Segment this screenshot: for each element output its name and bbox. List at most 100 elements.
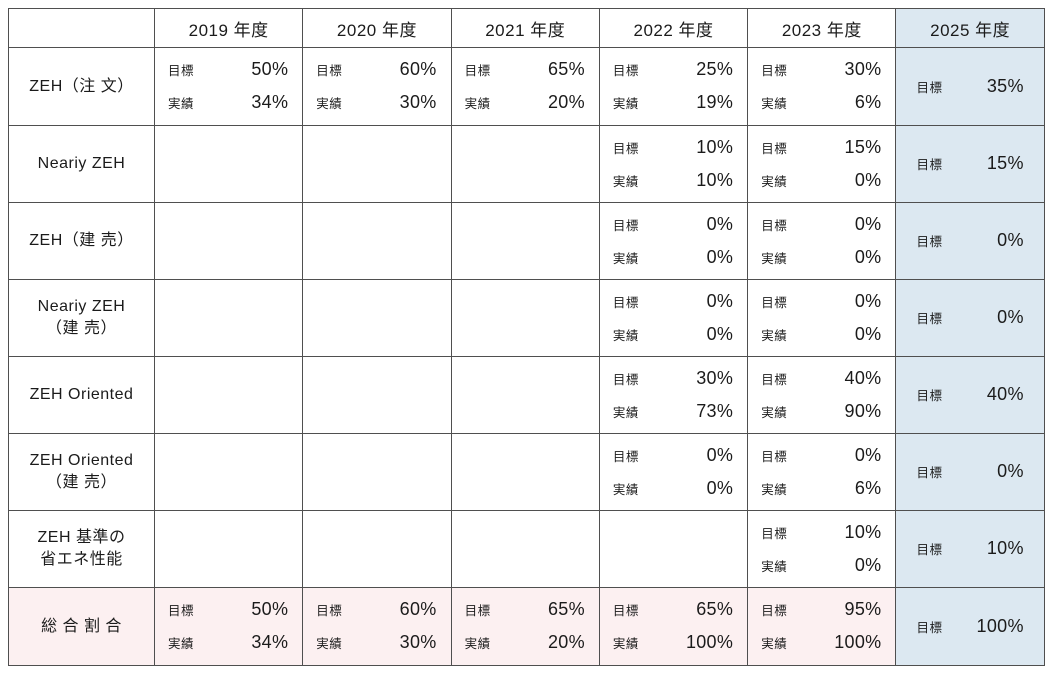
target-value: 35% [986, 75, 1024, 96]
actual-label: 実績 [612, 482, 639, 497]
target-value: 0% [854, 213, 882, 234]
value-cell: 目標 95% 実績 100% [747, 587, 897, 666]
value-cell: 目標 65% 実績 20% [450, 587, 600, 666]
target-value: 30% [844, 59, 882, 79]
cell-values: 目標 65% 実績 20% [452, 58, 599, 115]
actual-value: 30% [399, 632, 437, 652]
value-cell: 目標 50% 実績 34% [153, 587, 304, 666]
actual-line: 実績 34% [168, 91, 288, 115]
target-label: 目標 [761, 64, 788, 78]
value-cell [598, 510, 749, 588]
header-cell-year: 2022 年度 [598, 8, 749, 48]
target-line: 目標 0% [916, 306, 1023, 330]
actual-line: 実績 34% [168, 631, 288, 655]
actual-line: 実績 0% [613, 477, 733, 501]
target-value: 65% [547, 599, 585, 619]
target-line: 目標 65% [465, 58, 585, 82]
header-cell-year: 2020 年度 [302, 8, 452, 48]
target-label: 目標 [916, 312, 943, 326]
table-row: ZEH Oriented （建 売） 目標 0% 実績 0% 目標 0% 実績 6% 目標 0% [8, 433, 1045, 511]
row-label-line: （建 売） [46, 320, 117, 337]
target-line: 目標 0% [761, 290, 881, 314]
actual-value: 30% [399, 92, 437, 112]
target-label: 目標 [612, 372, 639, 387]
target-line: 目標 40% [916, 383, 1023, 407]
actual-value: 90% [844, 400, 882, 421]
cell-values: 目標 0% 実績 0% [600, 444, 747, 501]
target-label: 目標 [612, 141, 639, 156]
target-value: 10% [696, 136, 734, 157]
value-cell [302, 433, 452, 511]
value-cell: 目標 0% 実績 0% [747, 202, 897, 280]
target-line: 目標 0% [761, 444, 881, 468]
target-value: 60% [399, 599, 437, 619]
target-label: 目標 [464, 604, 491, 618]
value-cell: 目標 35% [895, 47, 1045, 126]
target-label: 目標 [316, 64, 343, 78]
value-cell: 目標 0% 実績 0% [598, 202, 749, 280]
actual-label: 実績 [168, 637, 195, 651]
cell-values: 目標 0% 実績 0% [748, 290, 895, 347]
actual-line: 実績 30% [316, 631, 436, 655]
cell-values: 目標 50% 実績 34% [155, 598, 302, 655]
header-cell-year: 2023 年度 [747, 8, 897, 48]
row-label-line: ZEH（建 売） [29, 232, 134, 250]
target-label: 目標 [612, 449, 639, 464]
value-cell: 目標 0% [895, 279, 1045, 357]
value-cell: 目標 0% [895, 433, 1045, 511]
row-label-line: Neariy ZEH [37, 298, 126, 316]
table-row: 総 合 割 合 目標 50% 実績 34% 目標 60% 実績 30% 目標 65% 実績 20% 目標 6… [8, 587, 1045, 666]
target-label: 目標 [916, 620, 943, 635]
value-cell [153, 125, 304, 203]
target-line: 目標 35% [916, 75, 1023, 99]
target-value: 60% [399, 59, 437, 79]
target-label: 目標 [316, 604, 343, 618]
target-line: 目標 15% [761, 136, 881, 160]
actual-value: 0% [706, 246, 734, 267]
actual-label: 実績 [761, 174, 788, 189]
actual-label: 実績 [761, 637, 788, 651]
target-value: 15% [986, 153, 1024, 173]
value-cell: 目標 10% 実績 10% [598, 125, 749, 203]
value-cell: 目標 65% 実績 20% [450, 47, 600, 126]
target-label: 目標 [168, 64, 195, 78]
target-value: 0% [997, 307, 1024, 327]
actual-line: 実績 20% [465, 631, 585, 655]
row-label-line: ZEH Oriented [29, 452, 134, 470]
target-line: 目標 10% [613, 136, 733, 160]
actual-line: 実績 19% [613, 91, 733, 115]
actual-value: 20% [547, 632, 585, 652]
value-cell [450, 510, 600, 588]
cell-values: 目標 40% 実績 90% [748, 367, 895, 424]
target-value: 0% [997, 230, 1024, 250]
header-cell-year: 2021 年度 [450, 8, 600, 48]
row-label: Neariy ZEH [8, 125, 155, 203]
target-value: 0% [706, 213, 734, 234]
row-label: ZEH（建 売） [8, 202, 155, 280]
value-cell: 目標 65% 実績 100% [598, 587, 749, 666]
actual-label: 実績 [168, 97, 195, 111]
actual-value: 10% [696, 169, 734, 190]
cell-values: 目標 0% [896, 229, 1043, 253]
target-line: 目標 60% [316, 598, 436, 622]
target-label: 目標 [916, 543, 943, 557]
actual-line: 実績 0% [761, 554, 881, 578]
cell-values: 目標 100% [896, 615, 1043, 639]
table-row: ZEH 基準の 省エネ性能 目標 10% 実績 0% 目標 10% [8, 510, 1045, 588]
target-label: 目標 [916, 235, 943, 249]
target-value: 0% [854, 444, 882, 465]
value-cell: 目標 40% 実績 90% [747, 356, 897, 434]
value-cell: 目標 10% 実績 0% [747, 510, 897, 588]
actual-value: 6% [854, 477, 882, 498]
table-row: Neariy ZEH （建 売） 目標 0% 実績 0% 目標 0% 実績 0% 目標 0% [8, 279, 1045, 357]
target-line: 目標 30% [613, 367, 733, 391]
actual-label: 実績 [316, 97, 343, 111]
value-cell: 目標 60% 実績 30% [302, 47, 452, 126]
actual-value: 0% [854, 246, 882, 267]
actual-label: 実績 [761, 405, 788, 420]
target-value: 15% [844, 136, 882, 157]
actual-label: 実績 [761, 559, 788, 574]
value-cell: 目標 10% [895, 510, 1045, 588]
value-cell [153, 279, 304, 357]
row-label-line: 省エネ性能 [40, 551, 123, 568]
